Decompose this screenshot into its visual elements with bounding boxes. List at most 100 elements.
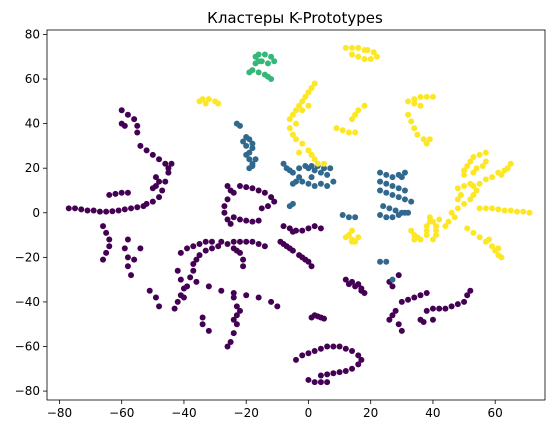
scatter-point xyxy=(205,283,212,290)
scatter-point xyxy=(355,234,362,241)
scatter-point xyxy=(233,312,240,319)
scatter-point xyxy=(389,312,396,319)
scatter-point xyxy=(454,196,461,203)
scatter-point xyxy=(417,236,424,243)
scatter-point xyxy=(184,283,191,290)
scatter-point xyxy=(128,205,135,212)
scatter-point xyxy=(202,238,209,245)
scatter-point xyxy=(299,227,306,234)
scatter-point xyxy=(243,184,250,191)
scatter-point xyxy=(352,111,359,118)
scatter-point xyxy=(389,283,396,290)
scatter-point xyxy=(221,209,228,216)
scatter-point xyxy=(461,200,468,207)
scatter-point xyxy=(187,274,194,281)
scatter-point xyxy=(190,243,197,250)
scatter-point xyxy=(280,240,287,247)
scatter-point xyxy=(467,180,474,187)
scatter-point xyxy=(389,276,396,283)
scatter-point xyxy=(103,208,110,215)
scatter-point xyxy=(411,236,418,243)
y-tick-label: 80 xyxy=(25,27,40,41)
scatter-point xyxy=(115,207,122,214)
scatter-point xyxy=(349,238,356,245)
scatter-point xyxy=(448,209,455,216)
scatter-point xyxy=(180,294,187,301)
scatter-point xyxy=(324,343,331,350)
scatter-point xyxy=(149,185,156,192)
scatter-point xyxy=(118,189,125,196)
scatter-point xyxy=(289,180,296,187)
scatter-point xyxy=(106,243,113,250)
scatter-point xyxy=(274,303,281,310)
scatter-point xyxy=(461,298,468,305)
scatter-point xyxy=(246,165,253,172)
scatter-point xyxy=(445,218,452,225)
scatter-point xyxy=(121,122,128,129)
scatter-point xyxy=(243,151,250,158)
scatter-point xyxy=(380,203,387,210)
scatter-point xyxy=(423,290,430,297)
scatter-point xyxy=(476,234,483,241)
scatter-point xyxy=(131,256,138,263)
scatter-point xyxy=(389,174,396,181)
scatter-point xyxy=(327,165,334,172)
scatter-point xyxy=(526,209,533,216)
scatter-point xyxy=(395,272,402,279)
scatter-point xyxy=(218,238,225,245)
scatter-point xyxy=(482,158,489,165)
scatter-point xyxy=(386,205,393,212)
scatter-point xyxy=(513,208,520,215)
cluster-series-2 xyxy=(246,51,278,83)
y-tick-label: −80 xyxy=(15,384,40,398)
scatter-point xyxy=(436,305,443,312)
scatter-point xyxy=(367,55,374,62)
scatter-point xyxy=(103,229,110,236)
scatter-point xyxy=(152,174,159,181)
scatter-point xyxy=(243,217,250,224)
scatter-point xyxy=(476,205,483,212)
scatter-point xyxy=(177,249,184,256)
scatter-point xyxy=(395,321,402,328)
scatter-point xyxy=(289,131,296,138)
y-tick-label: 0 xyxy=(32,206,40,220)
scatter-point xyxy=(196,240,203,247)
scatter-point xyxy=(317,379,324,386)
scatter-point xyxy=(311,80,318,87)
scatter-point xyxy=(311,347,318,354)
scatter-point xyxy=(205,96,212,103)
scatter-point xyxy=(324,379,331,386)
scatter-point xyxy=(280,223,287,230)
scatter-point xyxy=(305,376,312,383)
scatter-point xyxy=(429,93,436,100)
scatter-point xyxy=(112,190,119,197)
scatter-point xyxy=(349,44,356,51)
scatter-point xyxy=(383,171,390,178)
scatter-point xyxy=(134,129,141,136)
scatter-point xyxy=(355,44,362,51)
scatter-point xyxy=(501,207,508,214)
scatter-point xyxy=(423,307,430,314)
scatter-point xyxy=(121,245,128,252)
scatter-point xyxy=(299,107,306,114)
scatter-point xyxy=(485,236,492,243)
scatter-point xyxy=(498,171,505,178)
scatter-point xyxy=(305,147,312,154)
scatter-point xyxy=(134,204,141,211)
x-tick-label: −40 xyxy=(171,406,196,420)
scatter-point xyxy=(457,191,464,198)
scatter-point xyxy=(215,243,222,250)
scatter-point xyxy=(199,96,206,103)
scatter-point xyxy=(90,207,97,214)
scatter-point xyxy=(467,287,474,294)
scatter-point xyxy=(414,131,421,138)
scatter-point xyxy=(426,136,433,143)
scatter-point xyxy=(268,298,275,305)
scatter-point xyxy=(230,290,237,297)
scatter-point xyxy=(324,171,331,178)
chart-title: Кластеры K-Prototypes xyxy=(207,9,383,27)
scatter-point xyxy=(383,258,390,265)
scatter-point xyxy=(196,252,203,259)
scatter-point xyxy=(349,347,356,354)
